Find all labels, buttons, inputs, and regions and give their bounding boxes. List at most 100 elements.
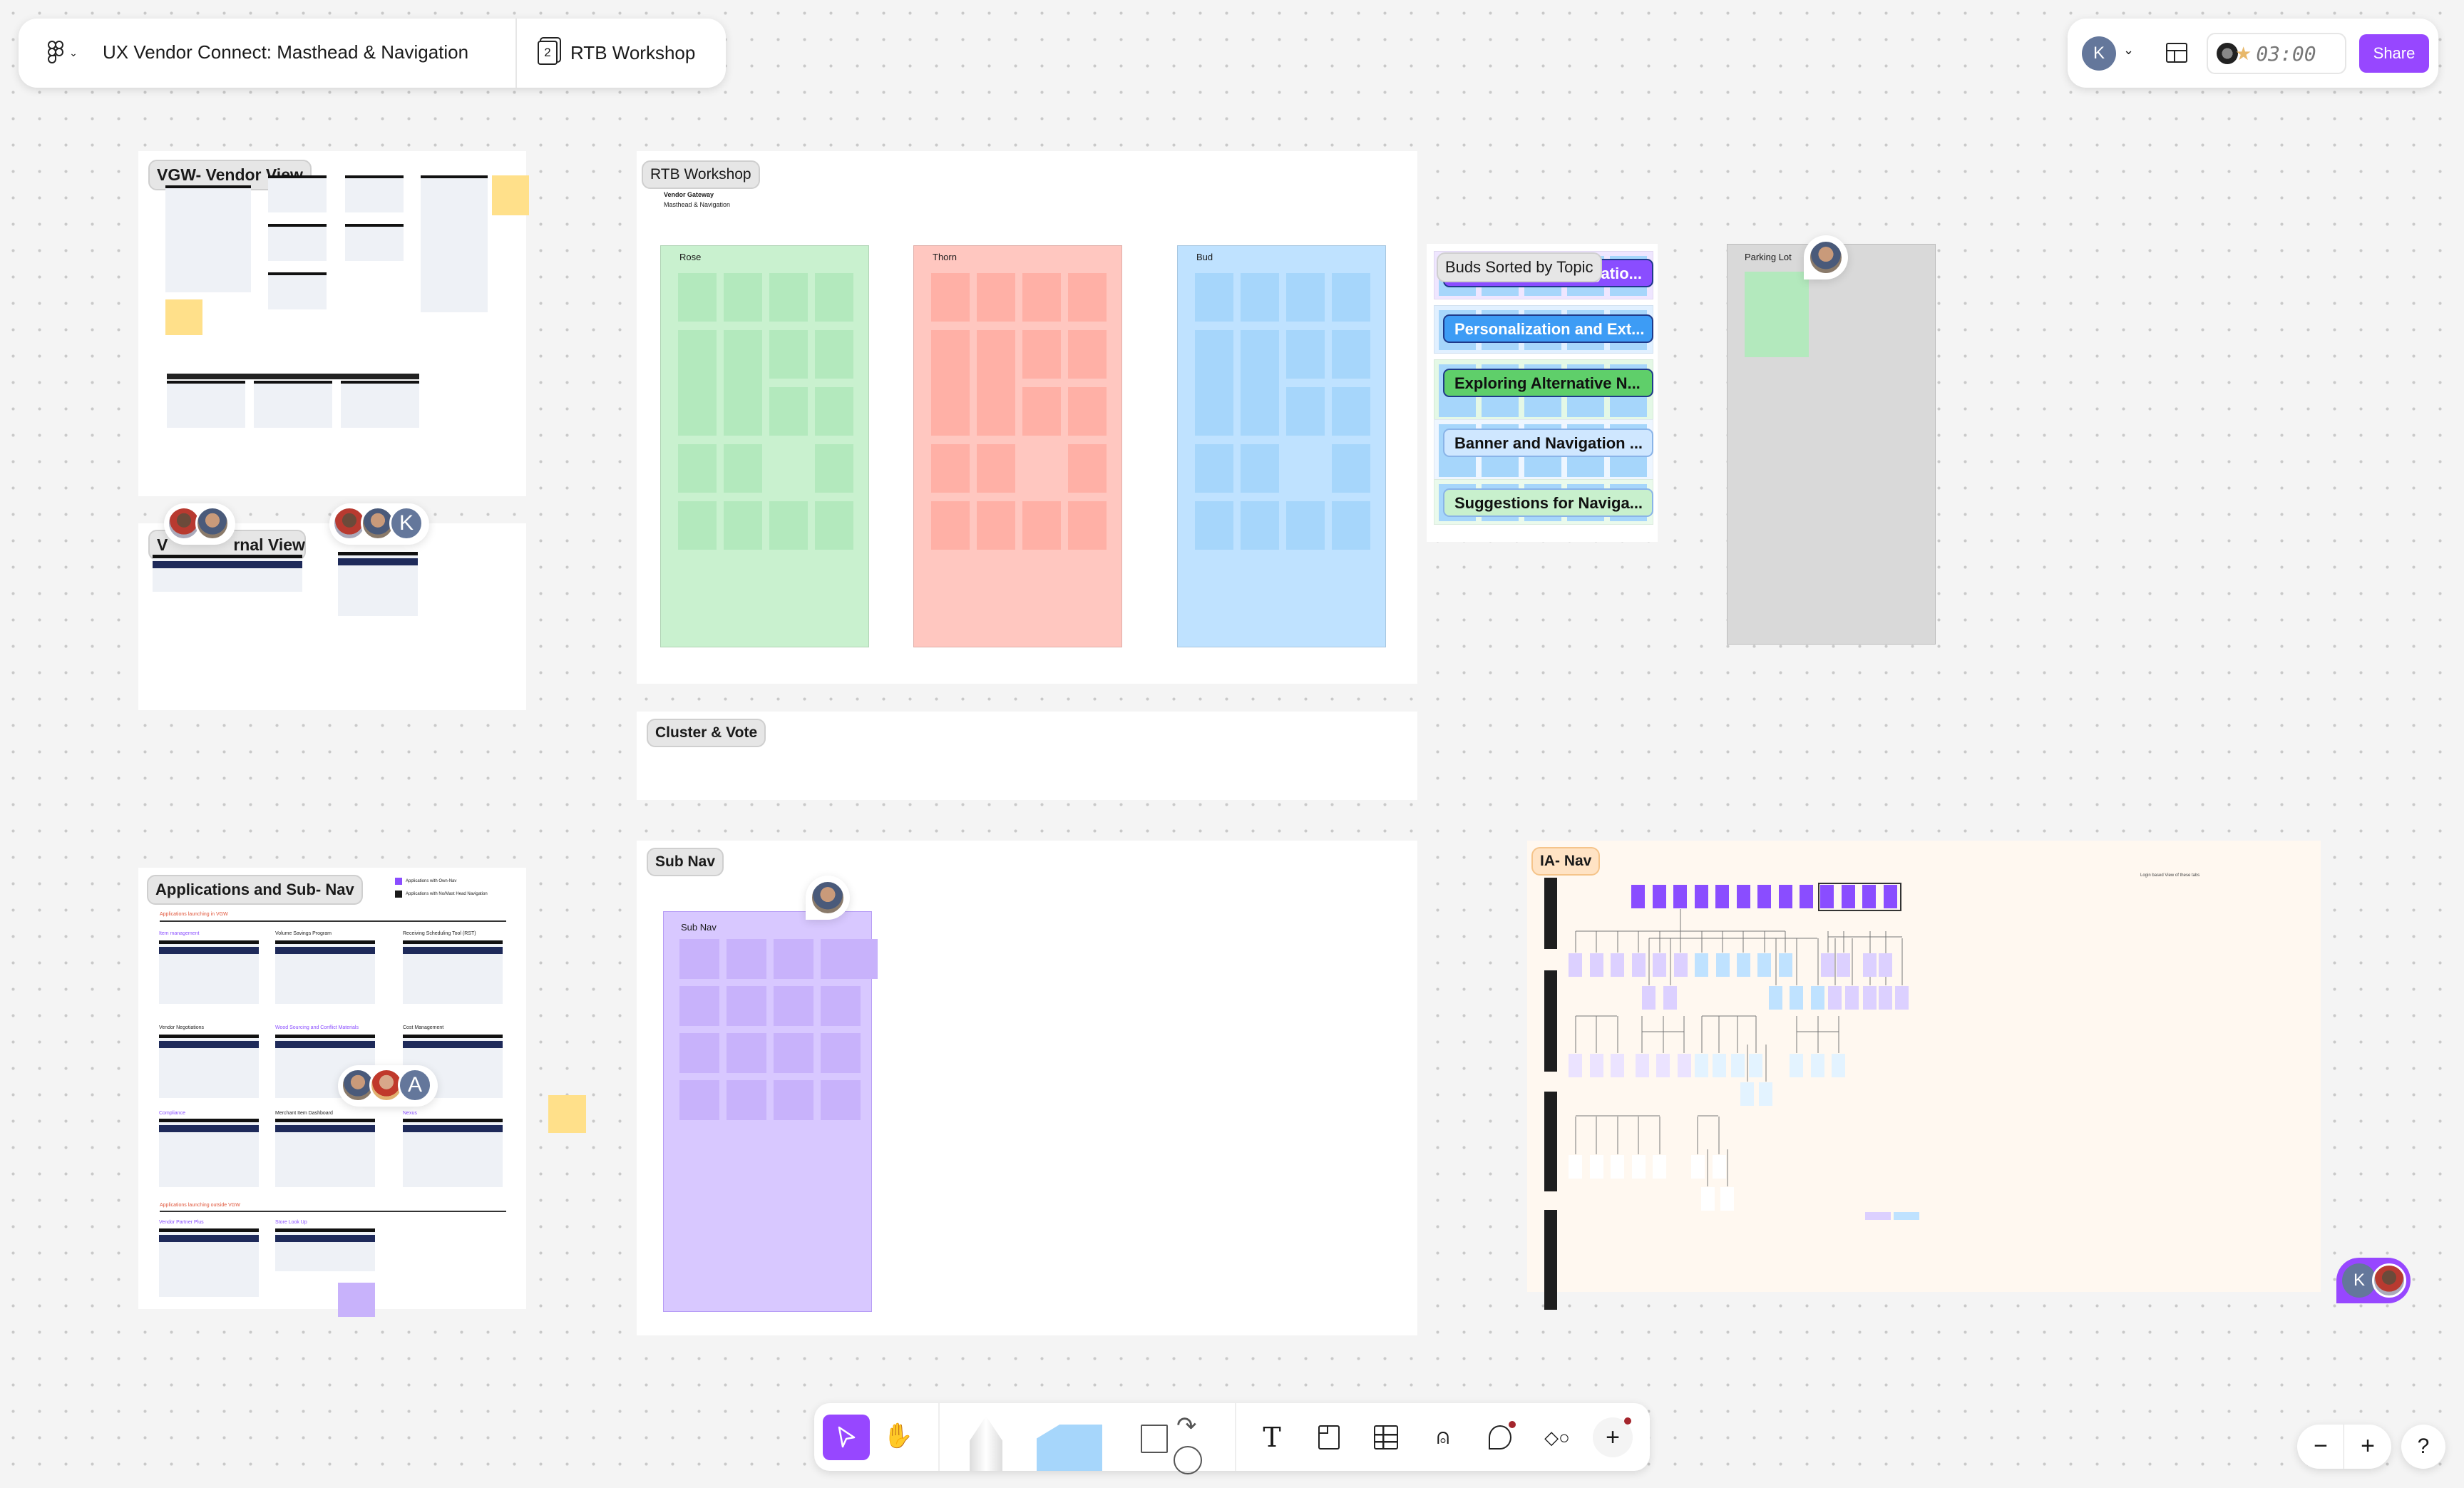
page-switcher[interactable]: 2 RTB Workshop [538,39,695,67]
ia-tertiary-node[interactable] [1790,1054,1803,1077]
topic-section[interactable]: Banner and Navigation ... [1434,419,1653,481]
frame-vgw-internal-view[interactable]: Vrnal View [138,523,526,710]
zoom-in-button[interactable]: + [2344,1425,2391,1469]
sticky-note[interactable] [931,387,970,436]
ia-secondary-node[interactable] [1674,953,1688,977]
sticky-note[interactable] [977,501,1015,550]
ia-tertiary-node[interactable] [1811,1054,1824,1077]
frame-vgw-vendor-view[interactable]: VGW- Vendor View [138,151,526,496]
sticky-note[interactable] [774,1080,813,1120]
sticky-note[interactable] [724,444,762,493]
sticky-note[interactable] [1068,444,1107,493]
ia-leaf-node[interactable] [1611,1155,1624,1179]
app-screenshot[interactable] [159,1035,259,1098]
select-tool-button[interactable] [823,1415,870,1460]
sticky-note[interactable] [1068,330,1107,379]
app-screenshot[interactable] [275,1228,375,1271]
chevron-down-icon[interactable]: ⌄ [2123,43,2134,58]
sticky-note[interactable] [977,444,1015,493]
sticky-note[interactable] [1286,501,1325,550]
ia-secondary-node[interactable] [1737,953,1750,977]
frame-rtb-workshop[interactable]: RTB Workshop Vendor Gateway Masthead & N… [637,151,1417,684]
app-screenshot[interactable] [275,940,375,1004]
ia-secondary-node[interactable] [1879,986,1892,1010]
sticky-note[interactable] [1195,444,1233,493]
sticky-note[interactable] [821,986,861,1026]
sticky-note[interactable] [1332,501,1370,550]
ia-leaf-node[interactable] [1569,1155,1582,1179]
sticky-note[interactable] [548,1095,586,1133]
sticky-note[interactable] [1286,273,1325,322]
sticky-note[interactable] [821,1033,861,1073]
ia-primary-node[interactable] [1631,885,1645,908]
ia-tertiary-node[interactable] [1636,1054,1649,1077]
ia-secondary-node[interactable] [1895,986,1909,1010]
sticky-note[interactable] [815,330,853,379]
share-button[interactable]: Share [2359,34,2429,73]
sticky-note[interactable] [338,1283,375,1317]
sticky-note[interactable] [1332,387,1370,436]
frame-label[interactable]: Applications and Sub- Nav [147,875,363,905]
frame-label[interactable]: Buds Sorted by Topic [1437,252,1602,282]
ia-leaf-node[interactable] [1590,1155,1603,1179]
ia-secondary-node[interactable] [1779,953,1792,977]
sticky-note[interactable] [815,444,853,493]
sticky-note[interactable] [1332,444,1370,493]
ia-tertiary-node[interactable] [1656,1054,1670,1077]
zoom-out-button[interactable]: − [2297,1425,2344,1469]
shape-tool-button[interactable]: ↷ [1141,1425,1205,1471]
ia-secondary-node[interactable] [1790,986,1803,1010]
ia-tertiary-node[interactable] [1713,1054,1726,1077]
sticky-note[interactable] [835,939,878,979]
sticky-note[interactable] [1332,330,1370,379]
rtb-column-thorn[interactable]: Thorn [913,245,1122,647]
sticky-note[interactable] [1241,387,1279,436]
app-screenshot[interactable] [275,1119,375,1187]
ia-secondary-node[interactable] [1863,986,1877,1010]
sticky-note[interactable] [165,299,202,335]
sticky-note[interactable] [1022,501,1061,550]
ia-tertiary-node[interactable] [1678,1054,1691,1077]
sticky-note[interactable] [821,1080,861,1120]
sticky-note[interactable] [678,273,717,322]
sticky-note[interactable] [769,501,808,550]
topic-label[interactable]: Personalization and Ext... [1443,314,1653,343]
sub-nav-board[interactable]: Sub Nav [663,911,872,1312]
sticky-note[interactable] [815,273,853,322]
topic-section[interactable]: Suggestions for Naviga... [1434,479,1653,525]
ia-secondary-node[interactable] [1716,953,1730,977]
topic-label[interactable]: Exploring Alternative N... [1443,369,1653,397]
ia-secondary-node[interactable] [1828,986,1842,1010]
frame-applications-sub-nav[interactable]: Applications and Sub- Nav Applications w… [138,868,526,1309]
sticky-note[interactable] [679,1033,719,1073]
ia-secondary-node[interactable] [1757,953,1771,977]
ia-primary-node[interactable] [1800,885,1813,908]
app-screenshot[interactable] [159,1228,259,1297]
frame-label[interactable]: RTB Workshop [642,160,760,189]
frame-buds-sorted[interactable]: Buds Sorted by TopicNavigatio...Personal… [1427,244,1658,542]
sticky-note[interactable] [724,387,762,436]
ia-primary-node[interactable] [1673,885,1687,908]
sticky-note[interactable] [1022,330,1061,379]
ia-primary-node[interactable] [1779,885,1792,908]
sticky-note[interactable] [727,986,766,1026]
ia-tertiary-node[interactable] [1740,1082,1754,1106]
sticky-note[interactable] [1195,387,1233,436]
sticky-note[interactable] [977,273,1015,322]
sticky-note[interactable] [769,330,808,379]
sticky-note[interactable] [1068,273,1107,322]
sticky-note[interactable] [1332,273,1370,322]
sticky-note[interactable] [774,986,813,1026]
sticky-note[interactable] [1286,330,1325,379]
ia-tertiary-node[interactable] [1590,1054,1603,1077]
ia-primary-node[interactable] [1757,885,1771,908]
ia-secondary-node[interactable] [1695,953,1708,977]
sticky-note[interactable] [1068,387,1107,436]
sticky-note[interactable] [492,175,529,215]
current-user-avatar[interactable]: K [2082,36,2116,71]
ia-tertiary-node[interactable] [1749,1054,1762,1077]
ia-secondary-node[interactable] [1837,953,1850,977]
ia-secondary-node[interactable] [1611,953,1624,977]
sticky-note[interactable] [931,444,970,493]
app-screenshot[interactable] [159,1119,259,1187]
